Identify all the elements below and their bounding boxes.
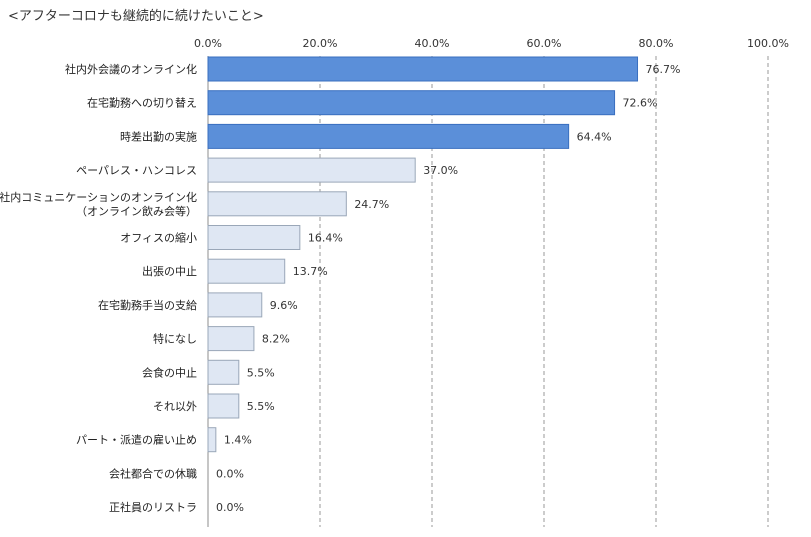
bar bbox=[207, 326, 255, 352]
category-label: ペーパレス・ハンコレス bbox=[76, 164, 197, 177]
category-label: 社内外会議のオンライン化 bbox=[65, 62, 197, 76]
bar bbox=[207, 258, 286, 284]
value-label: 8.2% bbox=[262, 333, 290, 346]
x-tick-label: 100.0% bbox=[747, 37, 789, 50]
bar bbox=[207, 191, 347, 217]
value-label: 24.7% bbox=[354, 198, 389, 211]
bar bbox=[207, 56, 639, 82]
category-label: 在宅勤務への切り替え bbox=[87, 96, 197, 110]
bar bbox=[207, 225, 301, 250]
x-tick-label: 40.0% bbox=[415, 37, 450, 50]
chart-title: <アフターコロナも継続的に続けたいこと> bbox=[8, 8, 264, 24]
value-label: 76.7% bbox=[646, 63, 681, 76]
x-axis-ticks: 0.0% 20.0% 40.0% 60.0% 80.0% 100.0% bbox=[194, 37, 789, 50]
value-label: 1.4% bbox=[224, 434, 252, 447]
category-label: 出張の中止 bbox=[142, 264, 197, 278]
bar bbox=[207, 393, 240, 419]
category-label: 会社都合での休職 bbox=[109, 466, 197, 480]
value-label: 37.0% bbox=[423, 164, 458, 177]
value-label: 5.5% bbox=[247, 366, 275, 379]
category-label: 会食の中止 bbox=[142, 365, 197, 379]
value-label: 9.6% bbox=[270, 299, 298, 312]
category-label: 特になし bbox=[153, 332, 197, 346]
bar bbox=[207, 427, 217, 453]
category-labels: 社内外会議のオンライン化在宅勤務への切り替え時差出勤の実施ペーパレス・ハンコレス… bbox=[0, 62, 197, 514]
bar bbox=[207, 123, 570, 149]
bar bbox=[207, 292, 263, 318]
bars bbox=[207, 56, 639, 453]
x-tick-label: 0.0% bbox=[194, 37, 222, 50]
x-tick-label: 80.0% bbox=[639, 37, 674, 50]
value-label: 72.6% bbox=[623, 97, 658, 110]
x-tick-label: 60.0% bbox=[527, 37, 562, 50]
x-tick-label: 20.0% bbox=[303, 37, 338, 50]
value-label: 16.4% bbox=[308, 232, 343, 245]
bar bbox=[207, 359, 240, 385]
value-label: 0.0% bbox=[216, 501, 244, 514]
category-label: 正社員のリストラ bbox=[109, 500, 197, 514]
value-labels: 76.7% 72.6% 64.4% 37.0% 24.7% 16.4% 13.7% 9.6% 8… bbox=[216, 63, 680, 514]
category-label: 社内コミュニケーションのオンライン化（オンライン飲み会等） bbox=[0, 190, 197, 218]
category-label: 時差出勤の実施 bbox=[120, 129, 197, 143]
category-label: オフィスの縮小 bbox=[120, 231, 197, 245]
category-label: パート・派遣の雇い止め bbox=[76, 433, 197, 447]
value-label: 0.0% bbox=[216, 467, 244, 480]
value-label: 64.4% bbox=[577, 130, 612, 143]
bar bbox=[207, 157, 416, 183]
category-label: 在宅勤務手当の支給 bbox=[98, 298, 197, 312]
value-label: 13.7% bbox=[293, 265, 328, 278]
category-label: それ以外 bbox=[153, 400, 197, 413]
value-label: 5.5% bbox=[247, 400, 275, 413]
bar bbox=[207, 90, 616, 116]
